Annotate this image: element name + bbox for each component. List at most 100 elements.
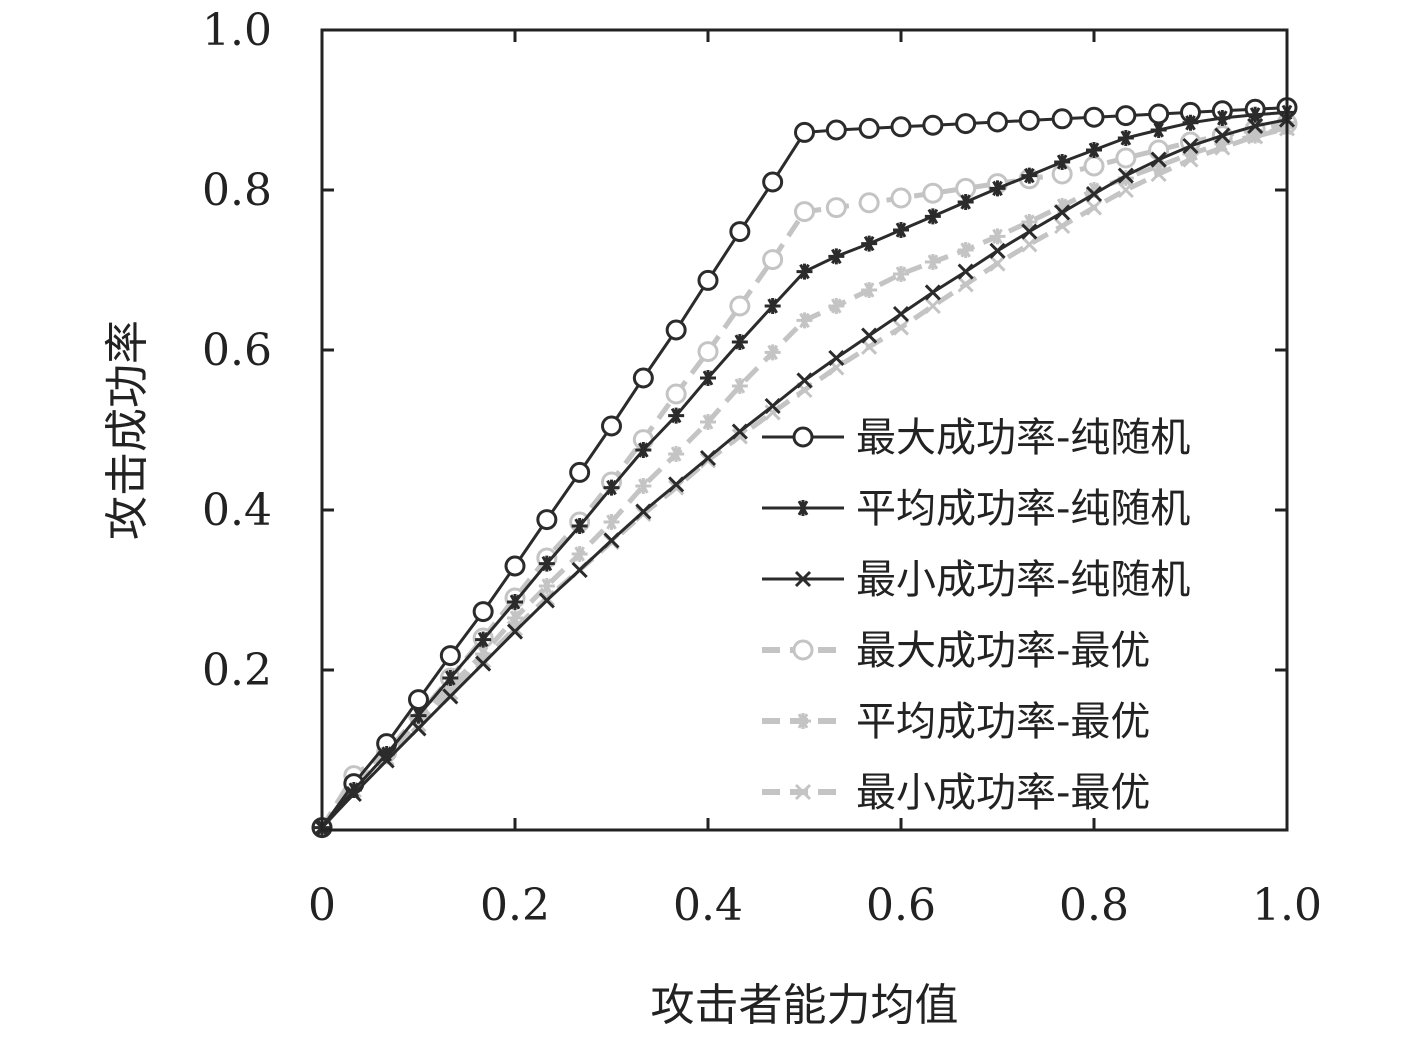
data-point: [1150, 151, 1167, 168]
data-point: [1214, 127, 1231, 144]
data-point: [794, 121, 815, 143]
data-point: [665, 383, 687, 405]
data-point: [989, 228, 1006, 245]
data-point: [825, 197, 847, 219]
data-point: [536, 509, 558, 531]
legend-label: 平均成功率-纯随机: [856, 486, 1190, 532]
data-point: [1148, 103, 1170, 125]
data-point: [700, 370, 716, 386]
data-point: [475, 646, 492, 662]
data-point: [861, 327, 878, 344]
legend-marker: [795, 500, 811, 516]
data-point: [571, 561, 588, 579]
data-point: [1054, 154, 1071, 170]
data-point: [472, 601, 494, 623]
legend-label: 最小成功率-最优: [856, 770, 1150, 816]
data-point: [1085, 185, 1103, 203]
x-tick-label: 0: [308, 880, 336, 931]
data-point: [1018, 109, 1040, 131]
data-point: [1182, 146, 1199, 162]
data-point: [892, 305, 910, 323]
data-point: [538, 589, 555, 607]
legend-entry: 平均成功率-纯随机: [762, 486, 1190, 532]
data-point: [924, 254, 941, 270]
data-point: [794, 201, 815, 223]
data-point: [858, 192, 880, 214]
data-point: [1115, 147, 1137, 169]
data-point: [506, 623, 524, 640]
data-point: [955, 113, 977, 135]
data-point: [1054, 198, 1071, 214]
data-point: [507, 610, 523, 626]
x-tick-label: 0.8: [1059, 880, 1129, 931]
legend-entry: 平均成功率-最优: [762, 699, 1150, 745]
data-point: [668, 476, 685, 493]
data-point: [989, 180, 1006, 197]
data-point: [924, 208, 941, 225]
data-point: [569, 461, 591, 483]
data-point: [1117, 167, 1134, 184]
data-point: [828, 298, 845, 314]
data-point: [1021, 214, 1038, 230]
data-point: [668, 446, 685, 462]
x-tick-label: 1.0: [1252, 880, 1322, 931]
data-point: [1021, 236, 1038, 253]
data-point: [957, 194, 974, 210]
data-point: [828, 248, 845, 265]
legend-label: 平均成功率-最优: [856, 699, 1150, 745]
data-point: [507, 594, 523, 610]
data-point: [1247, 117, 1264, 135]
data-point: [410, 707, 427, 724]
data-point: [731, 423, 748, 440]
data-point: [1086, 182, 1102, 198]
data-point: [603, 514, 620, 530]
data-point: [635, 478, 652, 494]
x-axis-title: 攻击者能力均值: [651, 980, 959, 1031]
data-point: [729, 295, 751, 317]
data-point: [893, 266, 909, 282]
data-point: [697, 269, 719, 291]
data-point: [762, 171, 784, 193]
y-tick-label: 0.6: [202, 325, 272, 376]
legend-entry: 最小成功率-最优: [762, 770, 1150, 816]
data-point: [538, 578, 555, 594]
data-point: [475, 655, 492, 672]
data-point: [442, 688, 459, 705]
data-point: [378, 746, 395, 762]
data-point: [603, 479, 620, 496]
series-1: [311, 97, 1298, 839]
data-point: [1150, 165, 1167, 183]
data-point: [1182, 151, 1199, 168]
x-tick-label: 0.2: [480, 880, 550, 931]
data-point: [731, 428, 748, 445]
data-point: [571, 546, 588, 562]
data-point: [1117, 181, 1134, 199]
data-point: [731, 378, 748, 394]
data-point: [1083, 106, 1105, 128]
y-axis-title: 攻击成功率: [102, 320, 153, 540]
data-point: [1054, 217, 1071, 235]
data-point: [1086, 142, 1102, 158]
data-point: [796, 372, 813, 389]
data-point: [764, 298, 781, 314]
data-point: [924, 297, 941, 315]
data-point: [1182, 137, 1199, 155]
data-point: [861, 235, 878, 252]
data-point: [957, 242, 974, 258]
data-point: [922, 114, 944, 136]
series-2: [314, 104, 1295, 836]
data-point: [1214, 110, 1231, 126]
data-point: [729, 221, 751, 243]
data-point: [796, 263, 813, 280]
legend-label: 最小成功率-纯随机: [856, 557, 1190, 603]
data-point: [442, 684, 459, 701]
data-point: [764, 344, 781, 361]
data-point: [538, 555, 555, 572]
legend: 最大成功率-纯随机平均成功率-纯随机最小成功率-纯随机最大成功率-最优平均成功率…: [762, 415, 1190, 816]
data-point: [890, 187, 912, 209]
data-point: [1247, 106, 1264, 123]
data-point: [987, 111, 1008, 133]
data-point: [890, 116, 912, 138]
series-3: [313, 111, 1296, 836]
